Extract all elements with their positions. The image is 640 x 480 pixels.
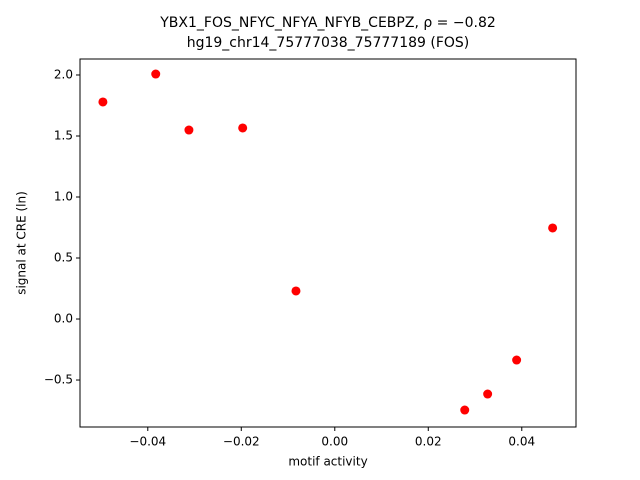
chart-title: YBX1_FOS_NFYC_NFYA_NFYB_CEBPZ, ρ = −0.82	[159, 15, 496, 31]
x-tick-label: 0.02	[415, 435, 442, 449]
point	[548, 223, 558, 233]
point	[238, 123, 248, 133]
x-axis-label: motif activity	[288, 455, 367, 469]
point	[151, 69, 161, 79]
y-tick-label: −0.5	[44, 373, 73, 387]
point	[98, 97, 108, 107]
y-tick-label: 1.0	[54, 190, 73, 204]
chart-subtitle: hg19_chr14_75777038_75777189 (FOS)	[187, 35, 470, 51]
x-tick-label: −0.02	[223, 435, 260, 449]
y-tick-label: 0.5	[54, 251, 73, 265]
point	[512, 355, 522, 365]
y-tick-label: 0.0	[54, 312, 73, 326]
x-tick-label: 0.04	[508, 435, 535, 449]
y-axis-label: signal at CRE (ln)	[15, 191, 29, 295]
x-tick-label: 0.00	[321, 435, 348, 449]
point	[460, 405, 470, 415]
x-tick-label: −0.04	[129, 435, 166, 449]
y-tick-label: 1.5	[54, 128, 73, 142]
point	[291, 286, 301, 296]
y-tick-label: 2.0	[54, 67, 73, 81]
point	[483, 389, 493, 399]
plot-frame	[79, 58, 577, 428]
point	[184, 125, 194, 135]
